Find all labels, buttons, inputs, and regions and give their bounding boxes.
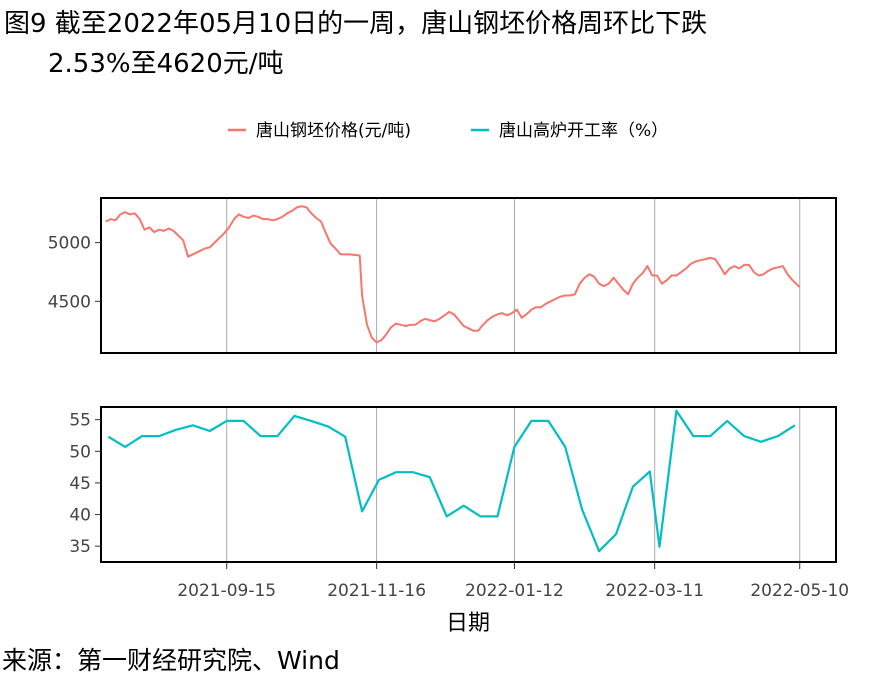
y-tick-label: 4500 <box>48 292 91 312</box>
utilization-panel-y-axis: 35 40 45 50 55 <box>69 411 101 557</box>
figure-title: 图9 截至2022年05月10日的一周，唐山钢坯价格周环比下跌 2.53%至46… <box>4 4 707 84</box>
x-tick-label: 2022-05-10 <box>750 581 849 601</box>
chart-legend: 唐山钢坯价格(元/吨) 唐山高炉开工率（%） <box>228 120 668 141</box>
utilization-panel: 35 40 45 50 55 <box>69 406 837 563</box>
x-tick-label: 2021-11-16 <box>327 581 426 601</box>
figure-title-line2: 2.53%至4620元/吨 <box>48 49 284 79</box>
legend-label-price: 唐山钢坯价格(元/吨) <box>256 120 411 141</box>
x-axis-title: 日期 <box>446 611 490 636</box>
series-line-utilization <box>107 409 796 553</box>
price-panel-border <box>100 197 837 354</box>
x-axis: 2021-09-15 2021-11-16 2022-01-12 2022-03-11… <box>177 562 849 601</box>
figure-title-line1: 图9 截至2022年05月10日的一周，唐山钢坯价格周环比下跌 <box>4 9 708 39</box>
y-tick-label: 50 <box>69 442 91 462</box>
utilization-panel-border <box>100 406 837 563</box>
utilization-panel-gridlines <box>226 407 801 562</box>
series-line-price <box>105 205 801 344</box>
y-tick-label: 45 <box>69 474 91 494</box>
price-panel: 4500 5000 <box>48 197 837 354</box>
source-note: 来源：第一财经研究院、Wind <box>2 646 340 675</box>
x-tick-label: 2022-01-12 <box>465 581 564 601</box>
price-panel-gridlines <box>226 198 801 353</box>
y-tick-label: 55 <box>69 411 91 431</box>
x-tick-label: 2021-09-15 <box>177 581 276 601</box>
price-panel-y-axis: 4500 5000 <box>48 234 101 312</box>
x-tick-label: 2022-03-11 <box>605 581 704 601</box>
y-tick-label: 40 <box>69 506 91 526</box>
y-tick-label: 5000 <box>48 234 91 254</box>
legend-label-utilization: 唐山高炉开工率（%） <box>499 120 668 141</box>
y-tick-label: 35 <box>69 537 91 557</box>
